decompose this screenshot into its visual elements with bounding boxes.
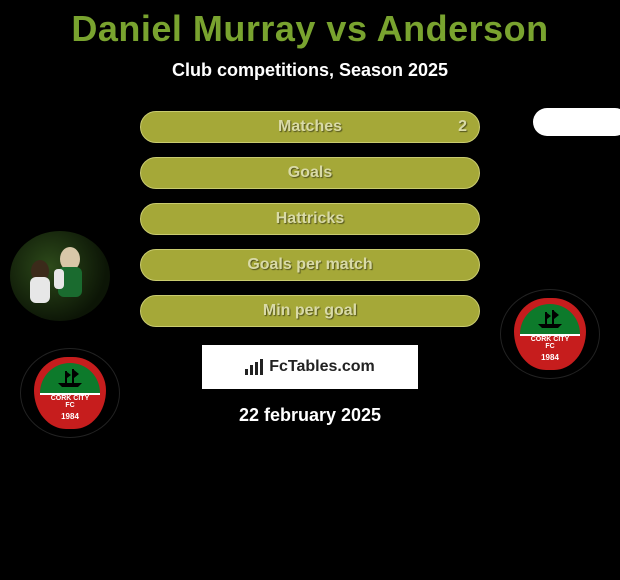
stat-bubble-right bbox=[533, 108, 620, 136]
stat-label: Goals bbox=[288, 164, 332, 182]
stat-label: Matches bbox=[278, 118, 342, 136]
stat-bar-mpg: Min per goal bbox=[140, 295, 480, 327]
player1-photo bbox=[10, 231, 110, 321]
crest-text-2: FC bbox=[545, 343, 554, 350]
crest-text-1: CORK CITY bbox=[531, 336, 570, 343]
crest-year: 1984 bbox=[514, 353, 586, 362]
stat-label: Min per goal bbox=[263, 302, 357, 320]
comparison-content: CORK CITYFC 1984 CORK CITYFC 1984 Matche… bbox=[0, 111, 620, 426]
stat-bar-goals: Goals bbox=[140, 157, 480, 189]
stat-bar-matches: Matches 2 bbox=[140, 111, 480, 143]
crest-icon: CORK CITYFC 1984 bbox=[514, 298, 586, 370]
ship-icon bbox=[56, 369, 84, 387]
bars-chart-icon bbox=[245, 359, 263, 375]
stat-label: Goals per match bbox=[247, 256, 372, 274]
page-subtitle: Club competitions, Season 2025 bbox=[0, 60, 620, 81]
stat-value-right: 2 bbox=[458, 118, 467, 136]
player-silhouette-icon bbox=[10, 231, 110, 321]
stat-label: Hattricks bbox=[276, 210, 344, 228]
crest-text-2: FC bbox=[65, 402, 74, 409]
stat-bar-hattricks: Hattricks bbox=[140, 203, 480, 235]
source-logo: FcTables.com bbox=[202, 345, 418, 389]
crest-year: 1984 bbox=[34, 412, 106, 421]
crest-icon: CORK CITYFC 1984 bbox=[34, 357, 106, 429]
stat-bars: Matches 2 Goals Hattricks Goals per matc… bbox=[140, 111, 480, 327]
stat-bar-gpm: Goals per match bbox=[140, 249, 480, 281]
player1-club-crest: CORK CITYFC 1984 bbox=[20, 348, 120, 438]
page-title: Daniel Murray vs Anderson bbox=[0, 0, 620, 50]
crest-text-1: CORK CITY bbox=[51, 395, 90, 402]
player2-club-crest: CORK CITYFC 1984 bbox=[500, 289, 600, 379]
logo-text: FcTables.com bbox=[269, 358, 375, 376]
ship-icon bbox=[536, 310, 564, 328]
